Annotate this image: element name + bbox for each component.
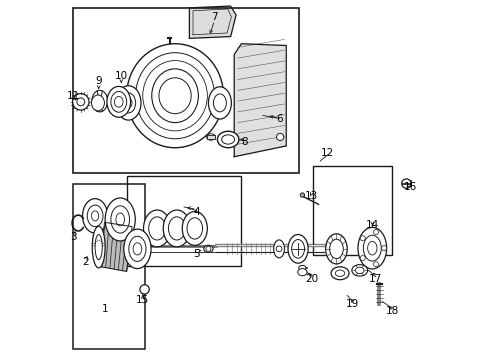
- Text: 19: 19: [346, 299, 359, 309]
- Ellipse shape: [352, 265, 368, 276]
- Text: 6: 6: [276, 114, 282, 124]
- Text: 8: 8: [242, 138, 248, 147]
- Bar: [313, 166, 392, 255]
- Bar: [73, 184, 145, 348]
- Ellipse shape: [92, 95, 104, 111]
- Text: 14: 14: [366, 220, 379, 230]
- Ellipse shape: [331, 267, 349, 280]
- Text: 17: 17: [369, 274, 383, 284]
- Circle shape: [382, 246, 387, 251]
- Text: 13: 13: [305, 191, 318, 201]
- Bar: [73, 8, 299, 173]
- Text: 18: 18: [386, 306, 399, 316]
- Ellipse shape: [92, 226, 105, 268]
- Ellipse shape: [105, 198, 135, 241]
- Circle shape: [300, 193, 304, 197]
- Circle shape: [373, 262, 378, 267]
- Ellipse shape: [299, 265, 306, 270]
- Ellipse shape: [204, 245, 213, 252]
- Circle shape: [140, 285, 149, 294]
- Ellipse shape: [82, 199, 108, 233]
- Ellipse shape: [207, 134, 215, 140]
- Ellipse shape: [126, 44, 223, 148]
- Text: 20: 20: [305, 274, 318, 284]
- Ellipse shape: [358, 227, 387, 269]
- Circle shape: [402, 179, 411, 188]
- Text: 5: 5: [193, 248, 200, 258]
- Ellipse shape: [208, 87, 231, 119]
- Text: 15: 15: [136, 295, 149, 305]
- Ellipse shape: [124, 229, 151, 269]
- Text: 7: 7: [211, 12, 218, 22]
- Ellipse shape: [298, 269, 307, 276]
- Text: 11: 11: [67, 91, 80, 101]
- Polygon shape: [234, 44, 286, 157]
- Text: 3: 3: [70, 232, 77, 242]
- Ellipse shape: [182, 211, 207, 246]
- Ellipse shape: [288, 234, 308, 263]
- Circle shape: [276, 134, 284, 140]
- Ellipse shape: [218, 131, 239, 148]
- Circle shape: [73, 94, 89, 110]
- Ellipse shape: [144, 210, 171, 247]
- Text: 10: 10: [115, 71, 128, 81]
- Circle shape: [360, 256, 365, 261]
- Circle shape: [206, 246, 211, 251]
- Text: 16: 16: [403, 182, 416, 192]
- Circle shape: [373, 230, 378, 235]
- Ellipse shape: [163, 210, 191, 247]
- Circle shape: [360, 236, 365, 241]
- Text: 1: 1: [102, 304, 108, 314]
- Ellipse shape: [274, 240, 285, 258]
- Text: 2: 2: [82, 257, 89, 267]
- Polygon shape: [101, 222, 132, 271]
- Ellipse shape: [92, 90, 108, 112]
- Ellipse shape: [326, 234, 347, 264]
- Ellipse shape: [116, 86, 141, 120]
- Bar: [126, 176, 242, 266]
- Bar: [207, 135, 215, 139]
- Polygon shape: [190, 6, 236, 39]
- Text: 4: 4: [193, 207, 200, 217]
- Text: 12: 12: [321, 148, 334, 158]
- Ellipse shape: [107, 86, 131, 117]
- Text: 9: 9: [96, 76, 102, 86]
